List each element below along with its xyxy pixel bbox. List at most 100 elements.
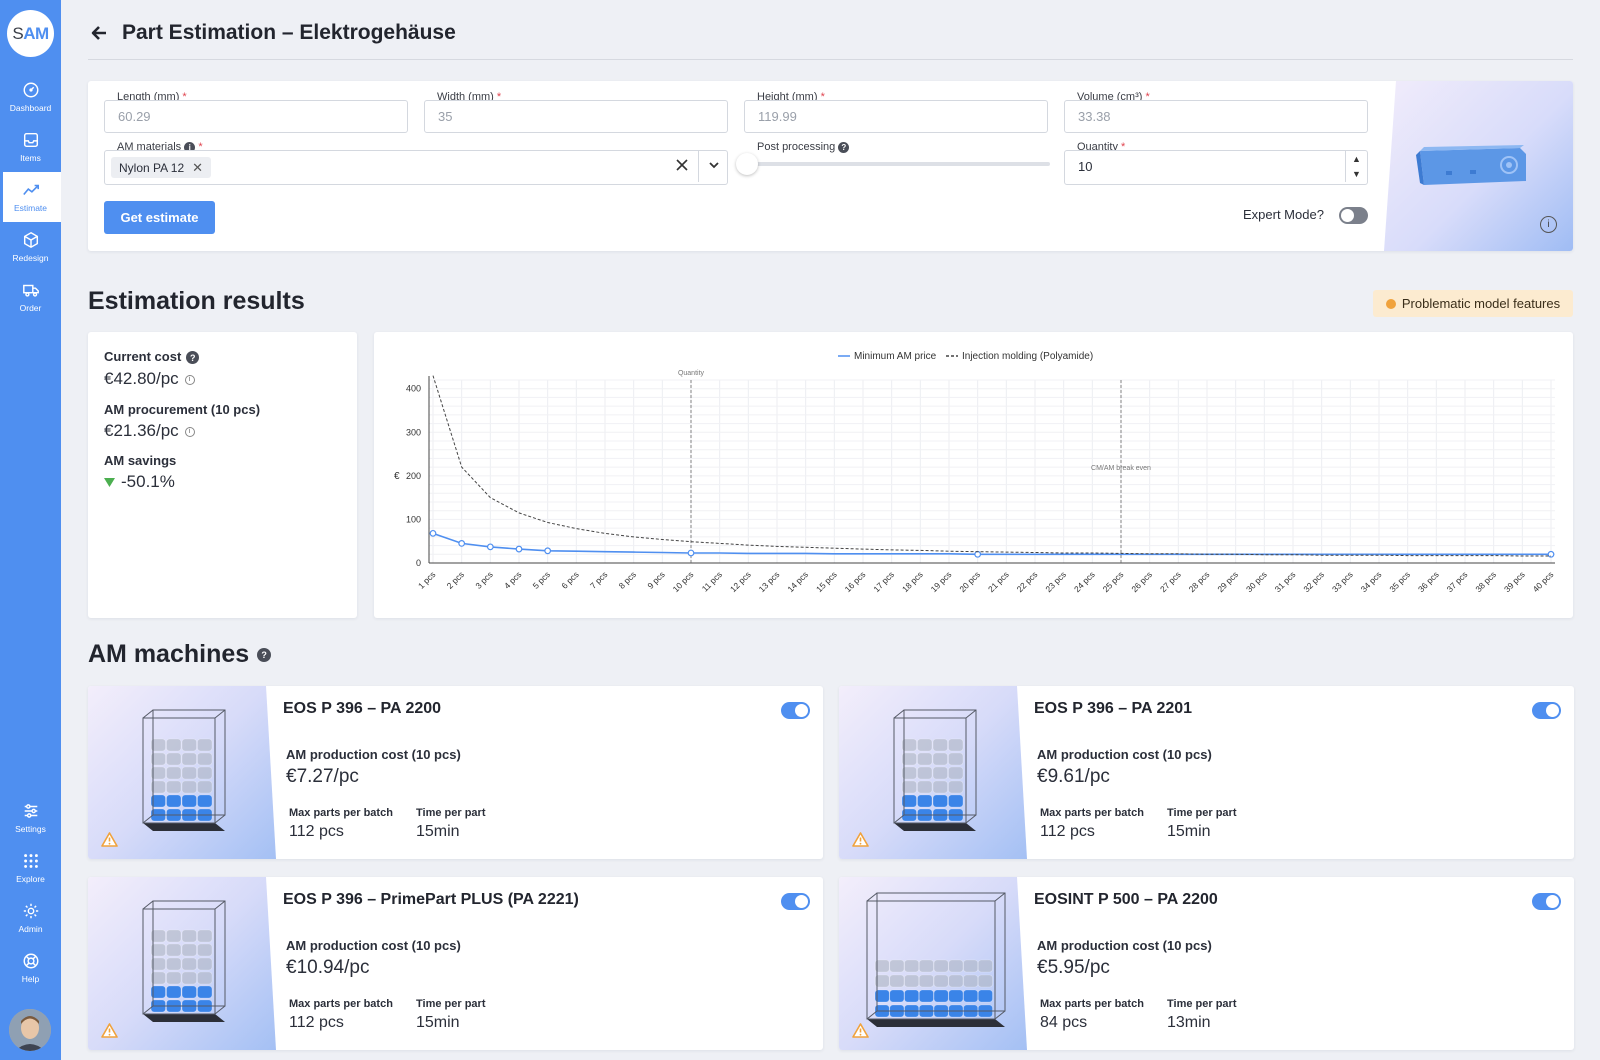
warning-icon[interactable] xyxy=(852,1023,869,1038)
production-cost-label: AM production cost (10 pcs) xyxy=(286,747,461,762)
x-tick-label: 21 pcs xyxy=(986,569,1011,594)
chevron-down-icon[interactable] xyxy=(707,158,721,172)
decrement-icon[interactable]: ▼ xyxy=(1352,169,1361,180)
x-tick-label: 14 pcs xyxy=(785,569,810,594)
cost-chart: 0 100 200 300 400 €1 pcs 2 pcs 3 pcs 4 pcs 5 pcs 6… xyxy=(394,351,1555,594)
preview-info-icon[interactable]: i xyxy=(1540,216,1557,233)
part-preview[interactable] xyxy=(1384,81,1573,251)
am-savings-label: AM savings xyxy=(104,453,177,468)
current-cost-amount: €42.80/pc xyxy=(104,369,179,388)
machine-enable-toggle[interactable] xyxy=(781,893,810,910)
sidebar-item-estimate[interactable]: Estimate xyxy=(0,172,61,222)
clear-icon[interactable] xyxy=(675,158,689,172)
required-mark: * xyxy=(182,91,187,103)
time-per-part-value: 13min xyxy=(1167,1014,1211,1031)
avatar-image xyxy=(9,1009,51,1051)
material-chip-label: Nylon PA 12 xyxy=(119,160,185,175)
machine-card[interactable]: EOS P 396 – PA 2200 AM production cost (… xyxy=(88,686,823,859)
sidebar-item-help[interactable]: Help xyxy=(0,943,61,993)
post-processing-slider[interactable] xyxy=(736,153,1050,175)
materials-select[interactable]: Nylon PA 12 ✕ xyxy=(104,150,728,185)
height-input[interactable]: 119.99 xyxy=(744,100,1048,133)
data-point xyxy=(974,550,982,558)
expert-mode-toggle[interactable] xyxy=(1339,207,1368,224)
info-icon[interactable]: i xyxy=(184,374,195,385)
quantity-input[interactable]: 10 ▲ ▼ xyxy=(1064,150,1368,185)
width-value: 35 xyxy=(438,109,453,124)
info-icon[interactable]: i xyxy=(184,426,195,437)
help-icon[interactable]: ? xyxy=(257,648,272,663)
production-cost-label: AM production cost (10 pcs) xyxy=(286,938,461,953)
x-tick-label: 26 pcs xyxy=(1129,569,1154,594)
warning-icon[interactable] xyxy=(101,1023,118,1038)
am-procurement-label: AM procurement (10 pcs) xyxy=(104,402,261,417)
problematic-features-badge[interactable]: Problematic model features xyxy=(1373,290,1573,317)
info-icon[interactable]: i xyxy=(184,141,196,153)
x-tick-label: 15 pcs xyxy=(814,569,839,594)
machine-card[interactable]: EOS P 396 – PA 2201 AM production cost (… xyxy=(839,686,1574,859)
cost-summary-card: Current cost? €42.80/pc i AM procurement … xyxy=(88,332,357,618)
sidebar-item-items[interactable]: Items xyxy=(0,122,61,172)
machine-enable-toggle[interactable] xyxy=(1532,893,1561,910)
grid-icon xyxy=(23,854,38,868)
part-form-card: Length (mm) * 60.29 Width (mm) * 35 Heig… xyxy=(88,81,1573,251)
am-procurement-value: €21.36/pc i xyxy=(104,421,195,441)
machine-card[interactable]: EOS P 396 – PrimePart PLUS (PA 2221) AM … xyxy=(88,877,823,1050)
current-cost-label-text: Current cost xyxy=(104,349,182,364)
chip-remove-icon[interactable]: ✕ xyxy=(192,159,204,175)
production-cost-value: €5.95/pc xyxy=(1037,957,1110,978)
x-tick-label: 12 pcs xyxy=(728,569,753,594)
help-icon[interactable]: ? xyxy=(838,141,850,153)
sidebar-item-label: Items xyxy=(20,153,41,163)
sidebar-item-admin[interactable]: Admin xyxy=(0,893,61,943)
x-tick-label: 31 pcs xyxy=(1273,569,1298,594)
max-parts-label: Max parts per batch xyxy=(1040,807,1144,819)
user-avatar[interactable] xyxy=(9,1009,51,1051)
back-arrow-icon[interactable] xyxy=(88,22,110,44)
y-axis-label: € xyxy=(394,471,400,482)
length-input[interactable]: 60.29 xyxy=(104,100,408,133)
trend-icon xyxy=(22,184,39,196)
production-cost-value: €9.61/pc xyxy=(1037,766,1110,787)
data-point xyxy=(486,543,494,551)
x-tick-label: 22 pcs xyxy=(1015,569,1040,594)
gear-icon xyxy=(23,903,38,919)
sidebar-item-settings[interactable]: Settings xyxy=(0,793,61,843)
sidebar-item-order[interactable]: Order xyxy=(0,272,61,322)
x-tick-label: 5 pcs xyxy=(531,569,552,590)
width-input[interactable]: 35 xyxy=(424,100,728,133)
page-title: Part Estimation – Elektrogehäuse xyxy=(122,21,456,44)
sidebar-item-explore[interactable]: Explore xyxy=(0,843,61,893)
volume-value: 33.38 xyxy=(1078,109,1111,124)
warning-icon[interactable] xyxy=(852,832,869,847)
slider-handle[interactable] xyxy=(736,153,758,175)
x-tick-label: 36 pcs xyxy=(1416,569,1441,594)
help-icon[interactable]: ? xyxy=(186,351,200,365)
am-savings-value: -50.1% xyxy=(104,472,175,492)
sidebar-item-label: Redesign xyxy=(12,253,49,263)
build-box-illustration xyxy=(866,892,1006,1027)
x-tick-label: 2 pcs xyxy=(445,569,466,590)
data-point xyxy=(429,529,437,537)
volume-input[interactable]: 33.38 xyxy=(1064,100,1368,133)
required-mark: * xyxy=(820,91,825,103)
page-header: Part Estimation – Elektrogehäuse xyxy=(88,16,456,50)
max-parts-value: 84 pcs xyxy=(1040,1014,1088,1031)
build-box-illustration xyxy=(893,709,977,831)
sidebar-item-dashboard[interactable]: Dashboard xyxy=(0,72,61,122)
x-tick-label: 20 pcs xyxy=(957,569,982,594)
sidebar-item-redesign[interactable]: Redesign xyxy=(0,222,61,272)
series-line xyxy=(432,375,1551,557)
increment-icon[interactable]: ▲ xyxy=(1352,153,1361,164)
am-procurement-amount: €21.36/pc xyxy=(104,421,179,440)
app-logo[interactable]: S AM xyxy=(7,10,54,57)
required-mark: * xyxy=(1145,91,1150,103)
machine-enable-toggle[interactable] xyxy=(1532,702,1561,719)
max-parts-value: 112 pcs xyxy=(289,823,344,840)
machine-card[interactable]: EOSINT P 500 – PA 2200 AM production cos… xyxy=(839,877,1574,1050)
warning-icon[interactable] xyxy=(101,832,118,847)
max-parts-label: Max parts per batch xyxy=(289,807,393,819)
time-per-part-value: 15min xyxy=(1167,823,1211,840)
machine-enable-toggle[interactable] xyxy=(781,702,810,719)
get-estimate-button[interactable]: Get estimate xyxy=(104,201,215,234)
